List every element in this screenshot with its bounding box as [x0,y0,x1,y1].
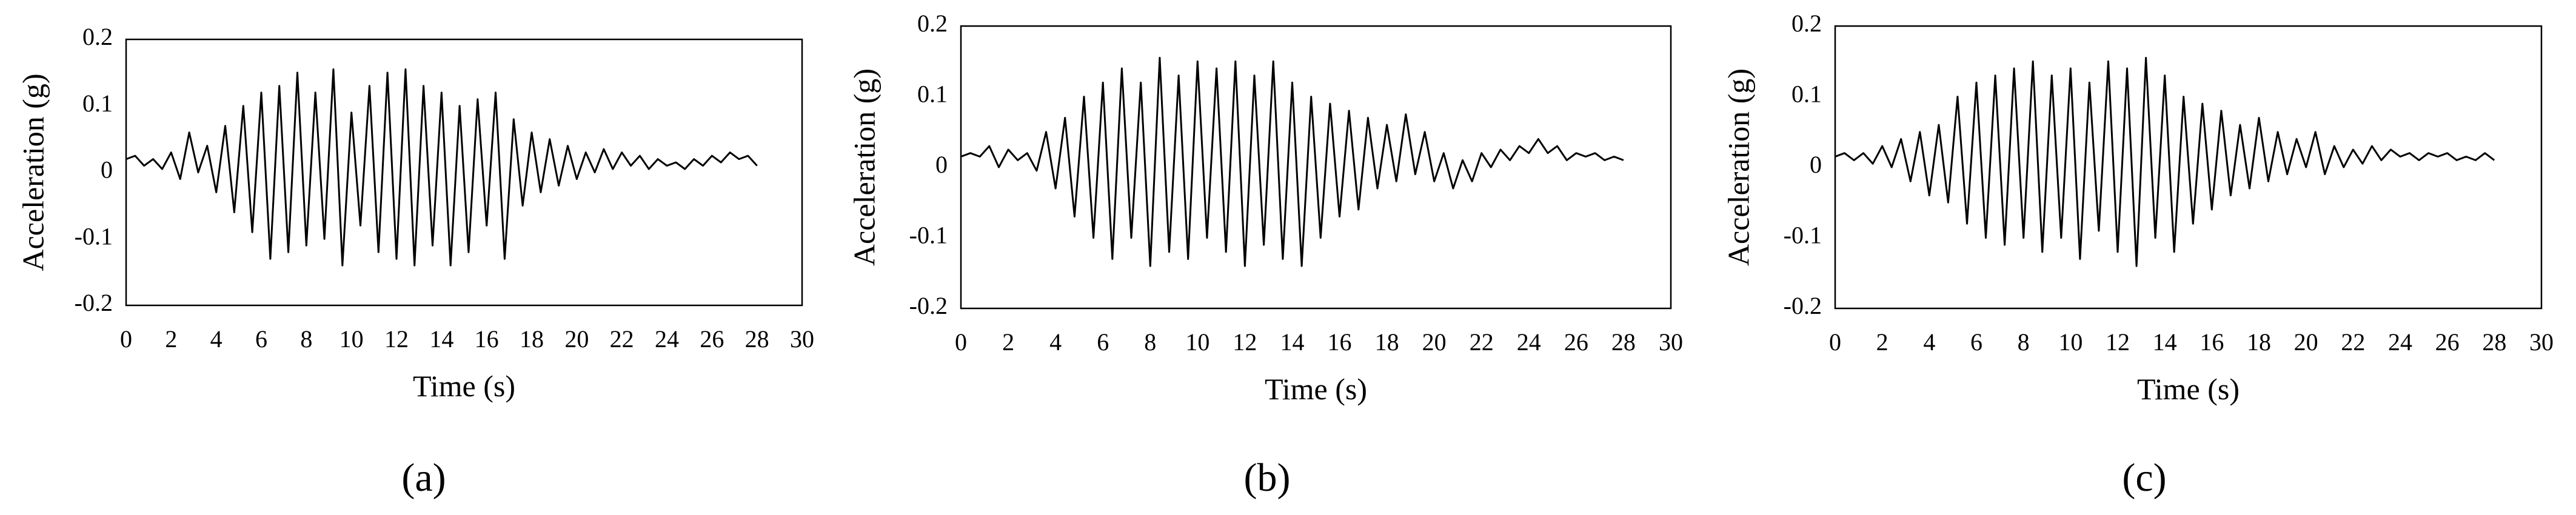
x-tick-label: 22 [610,325,634,353]
x-tick-label: 30 [2529,328,2554,356]
waveform [960,56,1624,267]
x-tick-label: 0 [1829,328,1841,356]
x-tick-label: 20 [1422,328,1447,356]
x-tick-label: 24 [655,325,679,353]
x-tick-label: 4 [1923,328,1935,356]
y-tick-label: -0.2 [1784,292,1822,319]
x-tick-label: 24 [1517,328,1541,356]
y-tick-label: 0.2 [82,23,113,50]
y-tick-label: -0.2 [909,292,948,319]
x-axis-label: Time (s) [413,369,515,403]
x-tick-label: 26 [1564,328,1588,356]
waveform [125,68,758,267]
x-tick-label: 26 [700,325,724,353]
y-tick-label: 0.1 [917,81,948,108]
plot-frame [960,25,1672,310]
panel-caption: (c) [2122,456,2166,500]
x-tick-label: 20 [2294,328,2318,356]
y-tick-label: -0.1 [1784,222,1822,249]
x-tick-label: 18 [1375,328,1399,356]
x-tick-label: 30 [790,325,814,353]
y-tick-label: -0.1 [75,222,113,250]
y-tick-label: 0 [935,151,948,178]
x-tick-label: 0 [120,325,132,353]
x-tick-label: 10 [340,325,364,353]
x-tick-label: 30 [1659,328,1683,356]
y-tick-label: -0.2 [75,289,113,316]
x-tick-label: 18 [2247,328,2271,356]
x-tick-label: 28 [745,325,769,353]
x-tick-label: 6 [1970,328,1982,356]
x-tick-label: 8 [2018,328,2030,356]
x-tick-label: 4 [1049,328,1062,356]
x-tick-label: 10 [2058,328,2083,356]
waveform [1835,56,2495,267]
x-tick-label: 14 [2153,328,2177,356]
x-tick-label: 6 [1097,328,1109,356]
x-tick-label: 22 [1470,328,1494,356]
y-axis-label: Acceleration (g) [847,68,881,266]
y-tick-label: 0.1 [1791,81,1822,108]
x-tick-label: 22 [2341,328,2365,356]
x-tick-label: 12 [384,325,409,353]
x-tick-label: 16 [475,325,499,353]
x-tick-label: 18 [520,325,544,353]
x-tick-label: 8 [300,325,312,353]
x-tick-label: 14 [429,325,453,353]
y-axis-label: Acceleration (g) [16,73,50,271]
panel-caption: (b) [1244,456,1291,500]
x-tick-label: 2 [1876,328,1889,356]
x-tick-label: 16 [1328,328,1352,356]
x-axis-label: Time (s) [2137,372,2240,406]
y-tick-label: -0.1 [909,222,948,249]
x-tick-label: 4 [210,325,222,353]
x-tick-label: 12 [2106,328,2130,356]
x-tick-label: 16 [2200,328,2224,356]
x-tick-label: 10 [1185,328,1209,356]
y-tick-label: 0.2 [1791,10,1822,37]
y-tick-label: 0 [1810,151,1822,178]
y-tick-label: 0 [101,156,113,184]
x-tick-label: 2 [1002,328,1014,356]
x-tick-label: 28 [2482,328,2506,356]
x-tick-label: 26 [2435,328,2460,356]
x-tick-label: 20 [564,325,589,353]
x-tick-label: 8 [1144,328,1156,356]
plot-frame [125,38,803,307]
x-tick-label: 28 [1611,328,1636,356]
y-axis-label: Acceleration (g) [1721,68,1755,266]
x-axis-label: Time (s) [1265,372,1367,406]
x-tick-label: 0 [955,328,967,356]
x-tick-label: 12 [1233,328,1257,356]
panel-caption: (a) [401,456,446,500]
y-tick-label: 0.2 [917,10,948,37]
plot-frame [1834,25,2543,310]
x-tick-label: 6 [255,325,267,353]
x-tick-label: 14 [1280,328,1304,356]
x-tick-label: 2 [165,325,177,353]
y-tick-label: 0.1 [82,90,113,117]
x-tick-label: 24 [2388,328,2412,356]
